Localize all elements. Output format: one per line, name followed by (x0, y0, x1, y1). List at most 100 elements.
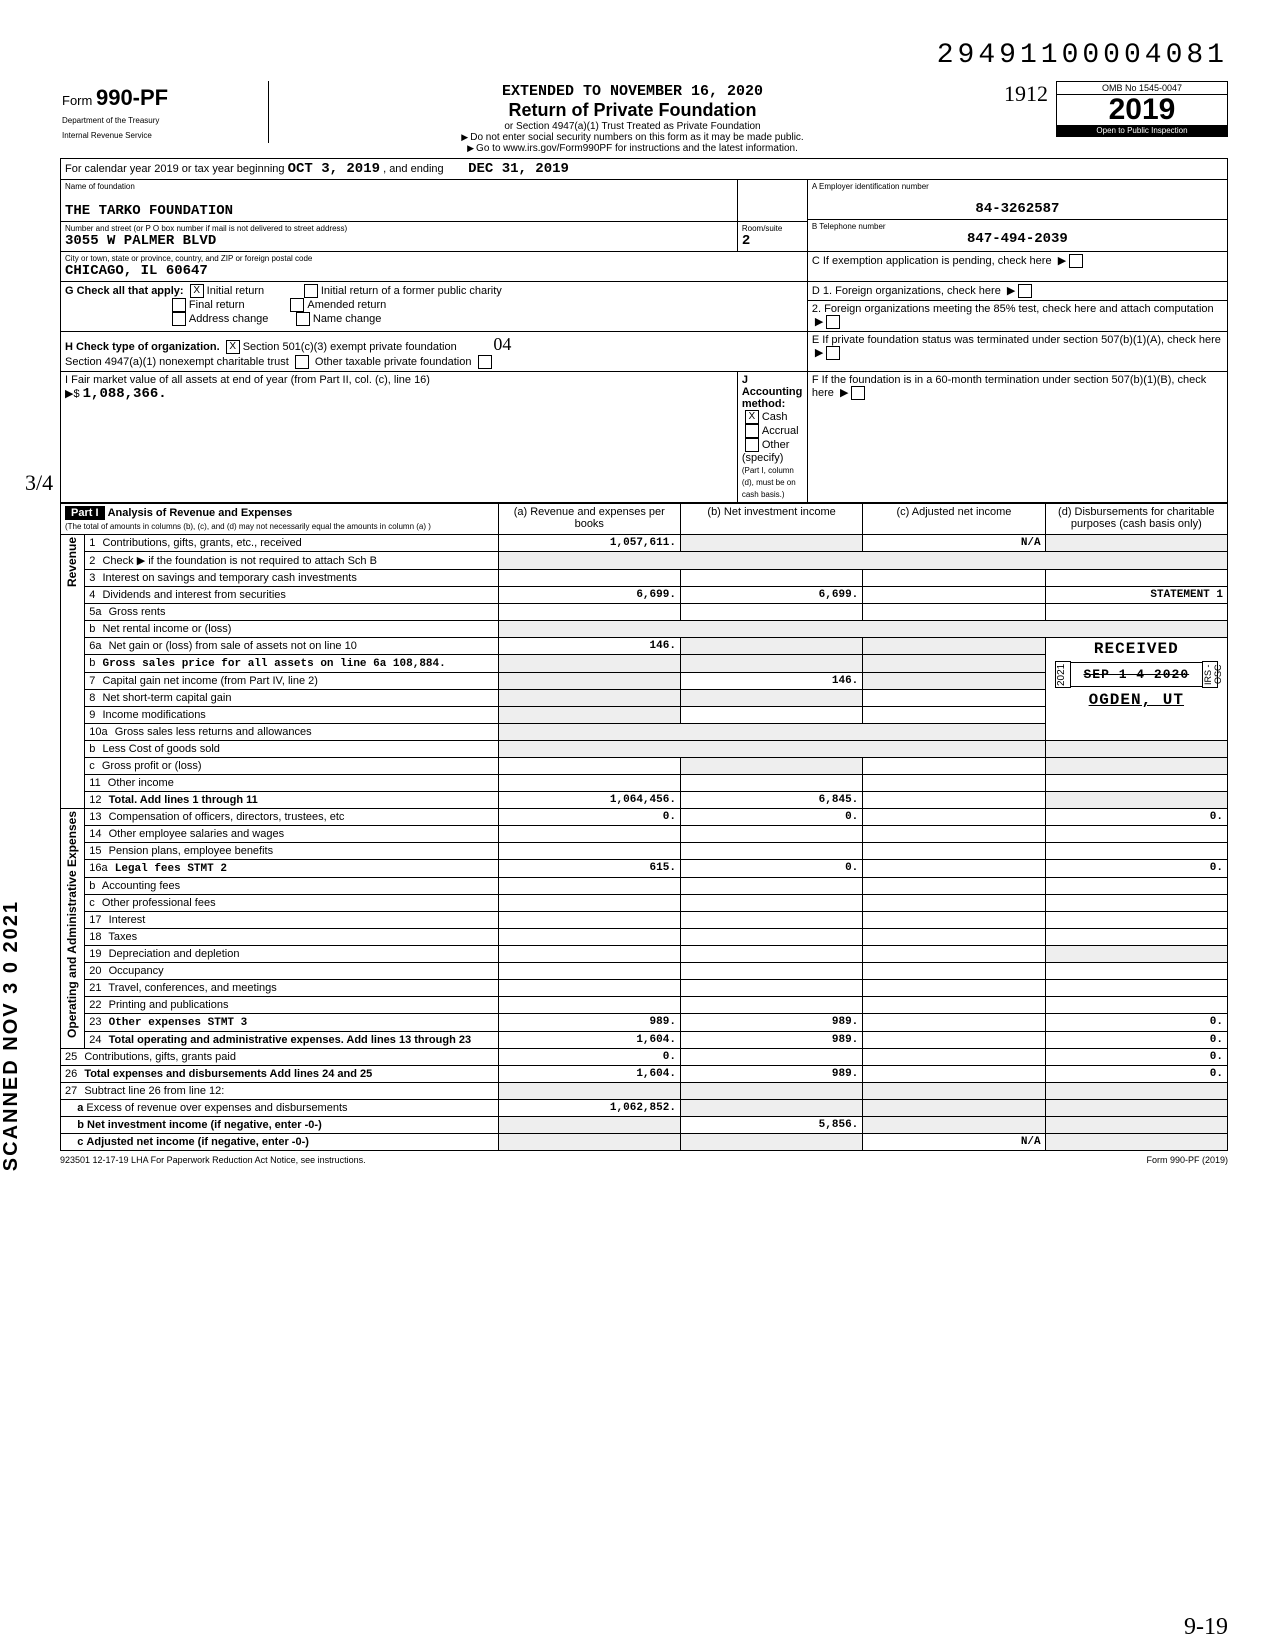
row-num: c (89, 897, 99, 909)
stamp-year: 2021 (1056, 664, 1067, 686)
row-text: Other expenses STMT 3 (109, 1017, 248, 1029)
row-text: Other income (108, 777, 174, 789)
row-text: Net rental income or (loss) (102, 623, 231, 635)
g-final-checkbox[interactable] (172, 298, 186, 312)
document-number: 29491100004081 (60, 40, 1228, 71)
cell-a: 0. (498, 1049, 680, 1066)
form-title-block: EXTENDED TO NOVEMBER 16, 2020 Return of … (269, 81, 996, 156)
row-num: b (89, 880, 99, 892)
foundation-name: THE TARKO FOUNDATION (65, 203, 733, 219)
tax-year: 2019 (1057, 95, 1227, 125)
row-text: Excess of revenue over expenses and disb… (86, 1102, 347, 1114)
f-label: F If the foundation is in a 60-month ter… (812, 374, 1206, 399)
h-hand: 04 (493, 334, 511, 354)
h-4947-checkbox[interactable] (295, 355, 309, 369)
row-num: b (77, 1119, 84, 1131)
cell-c: N/A (863, 535, 1045, 552)
cell-a: 1,062,852. (498, 1100, 680, 1117)
cell-d: 0. (1045, 809, 1227, 826)
hand-right: 1912 (1004, 81, 1048, 106)
cell-b: 6,845. (680, 792, 862, 809)
e-label: E If private foundation status was termi… (812, 334, 1221, 346)
h-opt2: Section 4947(a)(1) nonexempt charitable … (65, 356, 289, 368)
j-note: (Part I, column (d), must be on cash bas… (742, 466, 796, 499)
cell-b (680, 535, 862, 552)
received-stamp-l2: SEP 1 4 2020 (1059, 667, 1214, 682)
row-num: 6a (89, 640, 105, 652)
cell-d: 0. (1045, 1049, 1227, 1066)
g-initial-checkbox[interactable]: X (190, 284, 204, 298)
j-cash-checkbox[interactable]: X (745, 410, 759, 424)
row-text: Other employee salaries and wages (109, 828, 284, 840)
received-stamp-l3: OGDEN, UT (1050, 691, 1223, 709)
row-num: 26 (65, 1068, 81, 1080)
form-header: Form 990-PF Department of the Treasury I… (60, 81, 1228, 156)
row-text: Travel, conferences, and meetings (108, 982, 276, 994)
g-former-checkbox[interactable] (304, 284, 318, 298)
h-other-checkbox[interactable] (478, 355, 492, 369)
j-other-checkbox[interactable] (745, 438, 759, 452)
row-num: 22 (89, 999, 105, 1011)
d1-label: D 1. Foreign organizations, check here (812, 285, 1001, 297)
cell-a: 146. (498, 638, 680, 655)
form-sub2: Do not enter social security numbers on … (279, 132, 986, 143)
row-num: 15 (89, 845, 105, 857)
dept-line2: Internal Revenue Service (62, 132, 262, 141)
row-text: Gross profit or (loss) (102, 760, 202, 772)
cell-b: 989. (680, 1066, 862, 1083)
row-text: Legal fees STMT 2 (115, 863, 227, 875)
cell-d: 0. (1045, 1014, 1227, 1032)
row-text: Net gain or (loss) from sale of assets n… (109, 640, 357, 652)
cell-a: 0. (498, 809, 680, 826)
row-num: 7 (89, 675, 99, 687)
row-num: 21 (89, 982, 105, 994)
j-label: J Accounting method: (742, 374, 803, 410)
row-text: Gross sales price for all assets on line… (102, 658, 445, 670)
row-text: Contributions, gifts, grants, etc., rece… (102, 537, 301, 549)
row-num: 27 (65, 1085, 81, 1097)
h-opt1: Section 501(c)(3) exempt private foundat… (243, 341, 457, 353)
g-opt3: Initial return of a former public charit… (321, 285, 502, 297)
row-text: Gross rents (109, 606, 166, 618)
c-checkbox[interactable] (1069, 254, 1083, 268)
c-label: C If exemption application is pending, c… (812, 255, 1052, 267)
row-num: b (89, 657, 99, 669)
room: 2 (742, 233, 803, 249)
row-num: 2 (89, 555, 99, 567)
row-text: Net investment income (if negative, ente… (87, 1119, 322, 1131)
cell-b: 146. (680, 673, 862, 690)
row-text: Other professional fees (102, 897, 216, 909)
i-value: 1,088,366. (83, 386, 167, 402)
stamp-side: IRS - OSC (1203, 664, 1223, 685)
row-text: Total. Add lines 1 through 11 (109, 794, 258, 806)
j-accrual-checkbox[interactable] (745, 424, 759, 438)
cell-a: 989. (498, 1014, 680, 1032)
g-name-checkbox[interactable] (296, 312, 310, 326)
ein-label: A Employer identification number (812, 182, 1223, 191)
g-opt1: Final return (189, 299, 245, 311)
d2-checkbox[interactable] (826, 315, 840, 329)
phone: 847-494-2039 (812, 231, 1223, 247)
row-text: Subtract line 26 from line 12: (84, 1085, 224, 1097)
row-text: Less Cost of goods sold (102, 743, 219, 755)
cell-a: 1,604. (498, 1032, 680, 1049)
row-num: 23 (89, 1016, 105, 1028)
g-address-checkbox[interactable] (172, 312, 186, 326)
row-num: 9 (89, 709, 99, 721)
d1-checkbox[interactable] (1018, 284, 1032, 298)
received-stamp-l1: RECEIVED (1050, 640, 1223, 658)
g-amended-checkbox[interactable] (290, 298, 304, 312)
e-checkbox[interactable] (826, 346, 840, 360)
calendar-label: For calendar year 2019 or tax year begin… (65, 163, 285, 175)
h-501c3-checkbox[interactable]: X (226, 340, 240, 354)
name-label: Name of foundation (65, 182, 733, 191)
cell-d: 0. (1045, 1066, 1227, 1083)
h-label: H Check type of organization. (65, 341, 220, 353)
row-text: Gross sales less returns and allowances (115, 726, 312, 738)
city: CHICAGO, IL 60647 (65, 263, 803, 279)
f-checkbox[interactable] (851, 386, 865, 400)
row-text: Adjusted net income (if negative, enter … (86, 1136, 308, 1148)
cell-b: 5,856. (680, 1117, 862, 1134)
h-opt3: Other taxable private foundation (315, 356, 472, 368)
row-num: 8 (89, 692, 99, 704)
